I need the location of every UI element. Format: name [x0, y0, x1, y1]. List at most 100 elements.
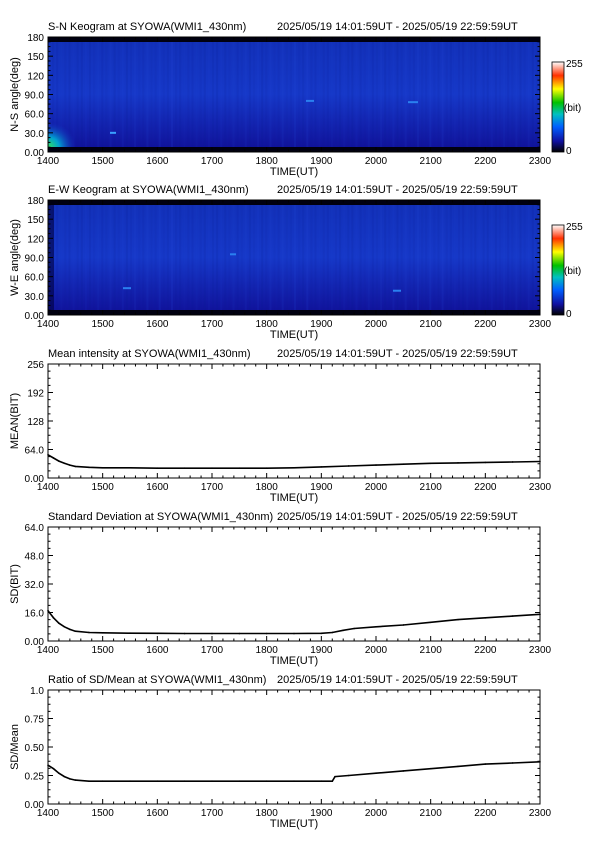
keogram-stripe: [130, 205, 132, 310]
keogram-stripe: [437, 205, 440, 310]
y-tick-label: 150: [27, 52, 44, 63]
x-tick-label: 2300: [529, 808, 552, 819]
keogram-stripe: [523, 205, 526, 310]
x-tick-label: 1500: [92, 156, 115, 167]
data-point: [375, 625, 377, 628]
y-tick-label: 180: [27, 33, 44, 44]
y-tick-label: 120: [27, 71, 44, 82]
data-point: [63, 775, 66, 778]
y-tick-label: 0.00: [25, 474, 45, 485]
data-point: [101, 780, 104, 782]
y-axis-label: SD/Mean: [9, 724, 21, 770]
keogram-stripe: [216, 42, 219, 147]
keogram-stripe: [335, 42, 337, 147]
keogram-stripe: [125, 205, 128, 310]
keogram-stripe: [359, 42, 362, 147]
keogram-stripe: [142, 42, 145, 147]
keogram-stripe: [326, 205, 329, 310]
keogram-stripe: [380, 205, 383, 310]
data-point: [129, 780, 131, 782]
keogram-stripe: [412, 205, 415, 310]
data-point: [69, 778, 71, 780]
x-tick-label: 1700: [201, 645, 224, 656]
keogram-stripe: [60, 205, 63, 310]
keogram-stripe: [162, 42, 165, 147]
keogram-stripe: [384, 205, 387, 310]
panel-2: E-W Keogram at SYOWA(WMI1_430nm) 2025/05/…: [9, 184, 583, 341]
keogram-stripe: [109, 205, 112, 310]
y-tick-label: 150: [27, 215, 44, 226]
keogram-stripe: [408, 205, 411, 310]
time-range-label: 2025/05/19 14:01:59UT - 2025/05/19 22:59…: [277, 511, 518, 523]
keogram-stripe: [531, 42, 534, 147]
data-point: [101, 466, 104, 469]
keogram-stripe: [52, 42, 55, 147]
keogram-stripe: [125, 42, 128, 147]
keogram-stripe: [437, 42, 440, 147]
keogram-stripe: [253, 42, 255, 147]
keogram-stripe: [392, 42, 395, 147]
keogram-stripe: [207, 205, 210, 310]
keogram-stripe: [101, 42, 104, 147]
keogram-stripe: [199, 205, 202, 310]
keogram-stripe: [285, 205, 288, 310]
x-tick-label: 2200: [474, 156, 497, 167]
data-line: [47, 610, 541, 635]
colorbar: [551, 224, 565, 316]
keogram-stripe: [351, 205, 354, 310]
data-point: [511, 461, 514, 463]
data-point: [58, 772, 60, 775]
x-tick-label: 1800: [256, 482, 279, 493]
keogram-stripe: [384, 42, 387, 147]
keogram-stripe: [527, 42, 530, 147]
data-point: [484, 617, 487, 619]
keogram-stripe: [433, 42, 436, 147]
keogram-stripe: [531, 205, 534, 310]
keogram-stripe: [253, 205, 255, 310]
x-tick-label: 1600: [146, 319, 169, 330]
data-point: [156, 632, 159, 635]
y-axis-label: W-E angle(deg): [9, 219, 21, 296]
data-point: [334, 775, 336, 778]
keogram-stripe: [294, 42, 296, 147]
time-range-label: 2025/05/19 14:01:59UT - 2025/05/19 22:59…: [277, 21, 518, 33]
plot-area: [48, 690, 540, 804]
keogram-stripe: [482, 205, 485, 310]
keogram-stripe: [146, 205, 149, 310]
keogram-stripe: [244, 42, 247, 147]
keogram-stripe: [298, 205, 301, 310]
keogram-stripe: [425, 42, 428, 147]
keogram-stripe: [244, 205, 247, 310]
keogram-stripe: [64, 205, 67, 310]
panel-4: Standard Deviation at SYOWA(WMI1_430nm) 2…: [9, 511, 552, 667]
data-point: [320, 466, 323, 468]
data-point: [183, 632, 186, 635]
keogram-stripe: [203, 205, 206, 310]
keogram-stripe: [499, 42, 501, 147]
keogram-stripe: [171, 42, 173, 147]
keogram-stripe: [76, 42, 79, 147]
keogram-stripe: [228, 42, 231, 147]
x-tick-label: 1700: [201, 808, 224, 819]
keogram-stripe: [232, 205, 235, 310]
data-point: [484, 461, 487, 464]
x-tick-label: 1500: [92, 645, 115, 656]
keogram-stripe: [224, 205, 227, 310]
keogram-stripe: [359, 205, 362, 310]
keogram-stripe: [158, 42, 161, 147]
keogram-stripe: [376, 42, 378, 147]
keogram-stripe: [417, 42, 419, 147]
data-point: [331, 631, 334, 634]
x-axis-label: TIME(UT): [270, 655, 318, 667]
x-tick-label: 1700: [201, 482, 224, 493]
keogram-stripe: [93, 205, 96, 310]
keogram-stripe: [89, 205, 91, 310]
keogram-stripe: [400, 205, 403, 310]
keogram-stripe: [171, 205, 173, 310]
x-tick-label: 2300: [529, 482, 552, 493]
keogram-stripe: [367, 42, 370, 147]
keogram-stripe: [134, 205, 137, 310]
keogram-feature: [306, 99, 314, 102]
keogram-stripe: [281, 205, 284, 310]
